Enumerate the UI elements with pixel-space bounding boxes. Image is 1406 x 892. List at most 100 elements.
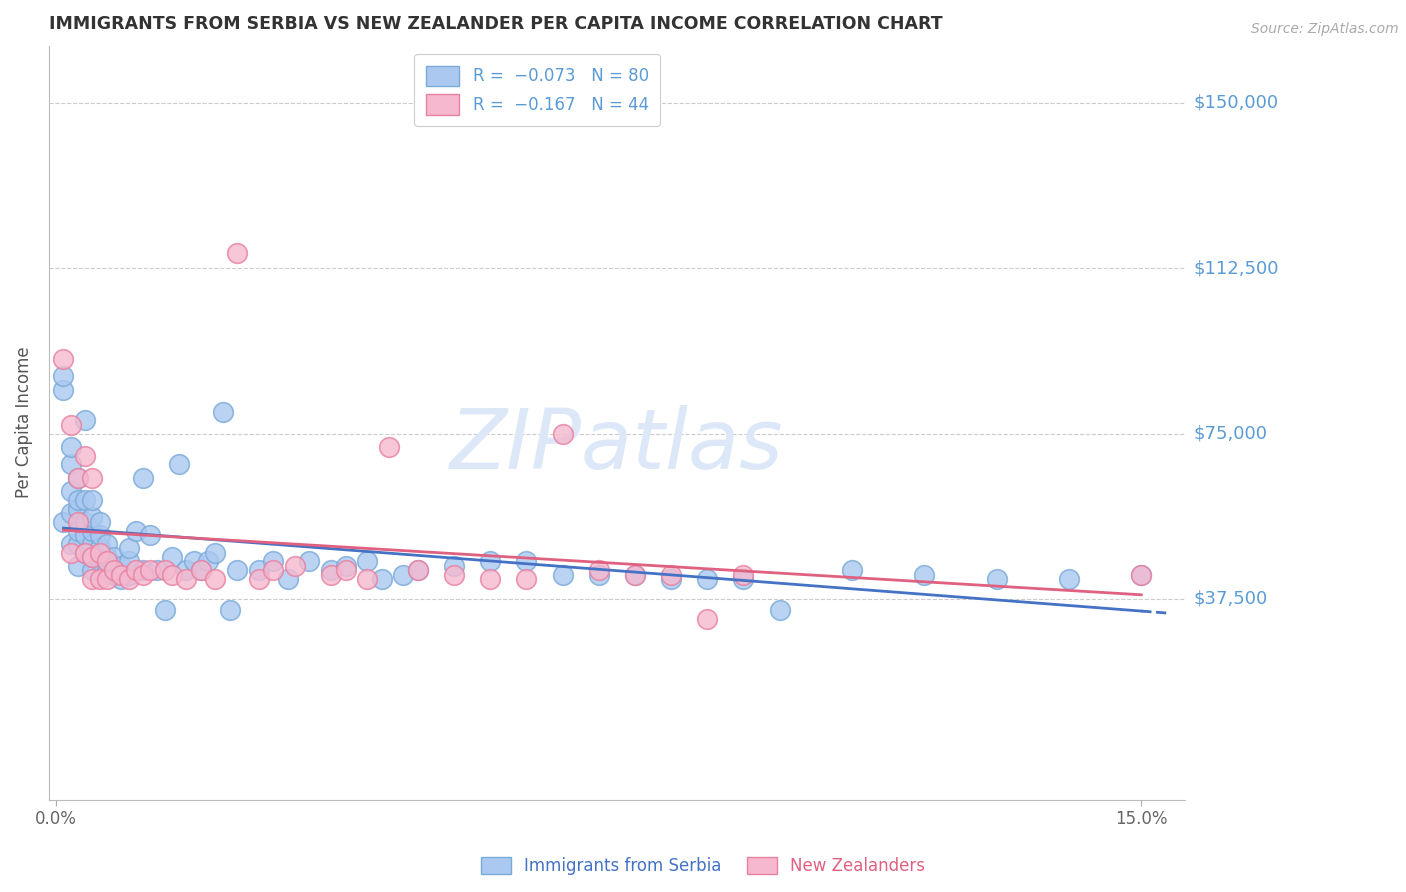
Point [696,612,718,626]
Point [356,554,378,568]
Point [226,245,249,260]
Point [406,563,429,577]
Point [52,351,75,366]
Point [59,440,82,454]
Point [160,567,183,582]
Point [89,541,111,556]
Point [443,558,465,573]
Point [443,567,465,582]
Point [986,572,1008,586]
Point [75,515,97,529]
Text: Source: ZipAtlas.com: Source: ZipAtlas.com [1251,22,1399,37]
Point [89,572,111,586]
Point [117,554,139,568]
Point [139,563,162,577]
Point [406,563,429,577]
Point [167,458,190,472]
Point [117,541,139,556]
Point [59,546,82,560]
Point [96,572,118,586]
Point [277,572,299,586]
Legend: Immigrants from Serbia, New Zealanders: Immigrants from Serbia, New Zealanders [472,849,934,884]
Point [696,572,718,586]
Point [335,563,357,577]
Point [66,492,89,507]
Point [75,546,97,560]
Point [153,563,176,577]
Point [247,572,270,586]
Point [89,546,111,560]
Point [110,572,132,586]
Point [768,603,790,617]
Point [146,563,169,577]
Point [59,483,82,498]
Point [125,524,148,538]
Point [89,515,111,529]
Text: $112,500: $112,500 [1194,260,1278,277]
Point [96,554,118,568]
Point [190,563,212,577]
Point [59,506,82,520]
Text: $37,500: $37,500 [1194,590,1267,608]
Point [75,546,97,560]
Point [659,572,682,586]
Point [190,563,212,577]
Point [912,567,935,582]
Point [117,567,139,582]
Point [82,572,104,586]
Point [176,572,198,586]
Point [66,471,89,485]
Point [659,567,682,582]
Point [624,567,647,582]
Point [96,563,118,577]
Point [139,528,162,542]
Legend: R =  −​0.073   N = 80, R =  −​0.167   N = 44: R = −​0.073 N = 80, R = −​0.167 N = 44 [415,54,661,127]
Point [378,440,401,454]
Point [262,554,284,568]
Point [176,563,198,577]
Point [52,383,75,397]
Point [82,563,104,577]
Point [319,567,342,582]
Point [247,563,270,577]
Point [356,572,378,586]
Point [392,567,415,582]
Point [52,515,75,529]
Point [132,567,155,582]
Point [624,567,647,582]
Point [515,554,537,568]
Point [733,572,755,586]
Point [96,537,118,551]
Point [588,563,610,577]
Point [96,550,118,565]
Point [197,554,219,568]
Point [66,558,89,573]
Point [1057,572,1080,586]
Point [59,458,82,472]
Point [110,567,132,582]
Point [82,510,104,524]
Point [66,515,89,529]
Point [479,572,502,586]
Point [75,528,97,542]
Point [75,413,97,427]
Point [66,471,89,485]
Point [153,603,176,617]
Point [110,558,132,573]
Point [82,537,104,551]
Point [59,417,82,432]
Point [262,563,284,577]
Point [125,563,148,577]
Point [841,563,863,577]
Point [66,501,89,516]
Point [335,558,357,573]
Point [515,572,537,586]
Point [371,572,394,586]
Point [204,546,226,560]
Text: $150,000: $150,000 [1194,94,1278,112]
Point [218,603,240,617]
Point [82,471,104,485]
Point [103,567,125,582]
Point [82,492,104,507]
Point [103,550,125,565]
